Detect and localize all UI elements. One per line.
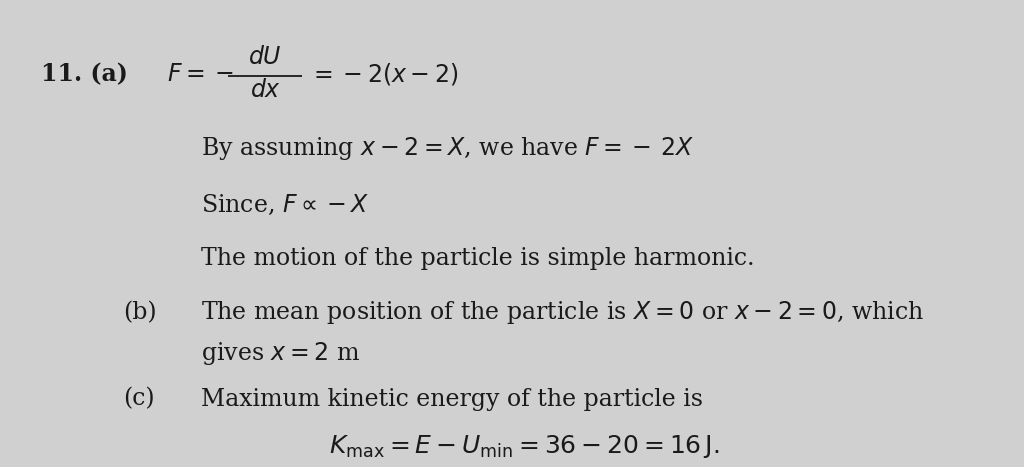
Text: By assuming $\mathit{x} - 2 = \mathit{X}$, we have $\mathit{F} = -\,2\mathit{X}$: By assuming $\mathit{x} - 2 = \mathit{X}… <box>201 135 693 163</box>
Text: (c): (c) <box>123 388 155 410</box>
Text: gives $\mathit{x} = 2$ m: gives $\mathit{x} = 2$ m <box>201 340 360 367</box>
Text: $\mathit{dx}$: $\mathit{dx}$ <box>250 79 281 102</box>
Text: $\mathit{F} = -$: $\mathit{F} = -$ <box>167 63 233 86</box>
Text: The mean position of the particle is $\mathit{X} = 0$ or $\mathit{x} - 2 = 0$, w: The mean position of the particle is $\m… <box>201 299 924 326</box>
Text: (b): (b) <box>123 301 157 324</box>
Text: $\mathit{K}_\mathrm{max} = \mathit{E} - \mathit{U}_\mathrm{min} = 36 - 20 = 16\,: $\mathit{K}_\mathrm{max} = \mathit{E} - … <box>329 433 720 460</box>
Text: Maximum kinetic energy of the particle is: Maximum kinetic energy of the particle i… <box>201 388 703 410</box>
Text: Since, $\mathit{F} \propto -\mathit{X}$: Since, $\mathit{F} \propto -\mathit{X}$ <box>201 193 370 217</box>
Text: The motion of the particle is simple harmonic.: The motion of the particle is simple har… <box>201 247 755 270</box>
Text: $= -2(\mathit{x} - 2)$: $= -2(\mathit{x} - 2)$ <box>309 62 459 87</box>
Text: 11. (a): 11. (a) <box>41 63 128 86</box>
Text: $\mathit{dU}$: $\mathit{dU}$ <box>248 46 282 70</box>
